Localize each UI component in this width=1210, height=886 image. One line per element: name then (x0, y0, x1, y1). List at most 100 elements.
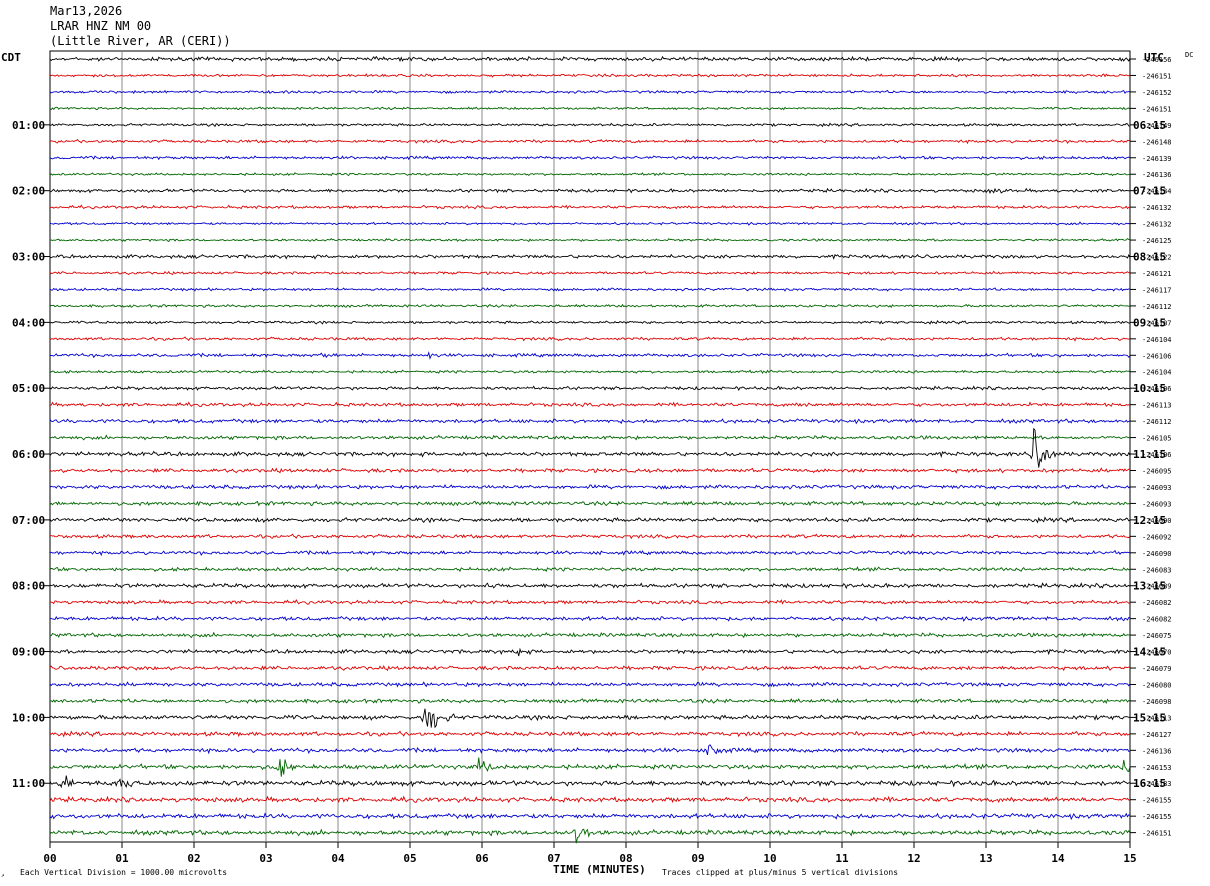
date-label: Mar13,2026 (50, 4, 123, 18)
dc-value-label: -246151 (1142, 72, 1172, 80)
seismic-trace (49, 681, 1131, 688)
seismic-trace (49, 351, 1131, 360)
dc-value-label: -246151 (1142, 830, 1172, 838)
seismic-trace (49, 434, 1131, 441)
dc-value-label: -246090 (1142, 550, 1172, 558)
dc-value-label: -246090 (1142, 517, 1172, 525)
seismic-trace (49, 303, 1131, 309)
dc-value-label: -246106 (1142, 385, 1172, 393)
utc-time-label: 14:15 (1133, 646, 1166, 659)
utc-label: UTC (1144, 51, 1164, 64)
seismic-trace (49, 708, 1131, 729)
utc-time-label: 16:15 (1133, 777, 1166, 790)
seismic-trace (49, 598, 1131, 605)
utc-time-label: 06:15 (1133, 119, 1166, 132)
traces (49, 55, 1131, 844)
cdt-time-label: 10:00 (12, 711, 45, 724)
scale-note: Each Vertical Division = 1000.00 microvo… (20, 868, 227, 877)
seismic-trace (49, 187, 1131, 195)
dc-value-label: -246113 (1142, 714, 1172, 722)
dc-value-label: -246155 (1142, 797, 1172, 805)
dc-value-label: -246107 (1142, 319, 1172, 327)
cdt-time-label: 08:00 (12, 580, 45, 593)
dc-value-label: -246149 (1142, 122, 1172, 130)
cdt-time-label: 09:00 (12, 646, 45, 659)
seismic-trace (49, 775, 1131, 789)
seismic-trace (49, 615, 1131, 622)
dc-value-label: -246080 (1142, 681, 1172, 689)
clip-note: Traces clipped at plus/minus 5 vertical … (662, 868, 898, 877)
seismic-trace (49, 828, 1131, 844)
seismic-trace (49, 566, 1131, 573)
x-tick-label: 08 (619, 852, 632, 865)
cdt-time-label: 07:00 (12, 514, 45, 527)
cdt-time-label: 02:00 (12, 185, 45, 198)
seismic-trace (49, 647, 1131, 657)
dc-value-label: -246093 (1142, 484, 1172, 492)
dc-value-label: -246112 (1142, 418, 1172, 426)
dc-value-label: -246121 (1142, 270, 1172, 278)
dc-value-label: -246155 (1142, 813, 1172, 821)
seismic-trace (49, 697, 1131, 705)
dc-value-label: -246136 (1142, 747, 1172, 755)
corner-mark: ↗ (1, 872, 5, 879)
seismic-trace (49, 744, 1131, 756)
dc-value-label: -246083 (1142, 566, 1172, 574)
seismic-trace (49, 320, 1131, 325)
dc-value-label: -246082 (1142, 616, 1172, 624)
dc-value-label: -246148 (1142, 138, 1172, 146)
utc-time-label: 13:15 (1133, 580, 1166, 593)
seismic-trace (49, 270, 1131, 276)
seismic-trace (49, 336, 1131, 342)
dc-value-label: -246132 (1142, 221, 1172, 229)
cdt-time-label: 05:00 (12, 382, 45, 395)
dc-value-label: -246125 (1142, 237, 1172, 245)
dc-value-label: -246139 (1142, 155, 1172, 163)
seismic-trace (49, 204, 1131, 210)
seismic-trace (49, 665, 1131, 672)
x-tick-label: 00 (43, 852, 56, 865)
x-tick-label: 04 (331, 852, 345, 865)
seismic-trace (49, 730, 1131, 738)
x-tick-label: 09 (691, 852, 704, 865)
seismic-trace (49, 631, 1131, 639)
seismic-trace (49, 483, 1131, 491)
dc-value-label: -246105 (1142, 435, 1172, 443)
grid (44, 51, 1136, 848)
dc-value-label: -246089 (1142, 583, 1172, 591)
dc-value-label: -246092 (1142, 533, 1172, 541)
dc-value-label: -246098 (1142, 698, 1172, 706)
dc-value-label: -246095 (1142, 468, 1172, 476)
dc-value-label: -246113 (1142, 402, 1172, 410)
x-tick-label: 07 (547, 852, 560, 865)
x-tick-label: 02 (187, 852, 200, 865)
seismic-trace (49, 253, 1131, 260)
seismic-trace (49, 427, 1131, 468)
x-tick-label: 15 (1123, 852, 1136, 865)
dc-value-label: -246093 (1142, 500, 1172, 508)
seismic-trace (49, 287, 1130, 292)
seismic-trace (49, 369, 1131, 374)
seismic-trace (49, 122, 1131, 128)
utc-time-label: 10:15 (1133, 382, 1166, 395)
dc-value-label: -246112 (1142, 303, 1172, 311)
seismic-trace (49, 467, 1131, 474)
x-tick-label: 10 (763, 852, 776, 865)
seismic-trace (49, 55, 1131, 63)
dc-value-label: -246183 (1142, 780, 1172, 788)
seismic-trace (49, 812, 1131, 821)
seismic-trace (49, 516, 1131, 524)
cdt-time-label: 01:00 (12, 119, 45, 132)
utc-time-label: 15:15 (1133, 711, 1166, 724)
x-tick-label: 01 (115, 852, 129, 865)
dc-value-label: -246136 (1142, 171, 1172, 179)
dc-value-label: -246079 (1142, 665, 1172, 673)
dc-value-label: -246122 (1142, 254, 1172, 262)
dc-value-label: -246082 (1142, 599, 1172, 607)
dc-label: DC (1185, 51, 1193, 59)
dc-value-label: -246156 (1142, 56, 1172, 64)
dc-value-label: -246151 (1142, 105, 1172, 113)
seismic-trace (49, 106, 1131, 111)
x-tick-label: 06 (475, 852, 489, 865)
